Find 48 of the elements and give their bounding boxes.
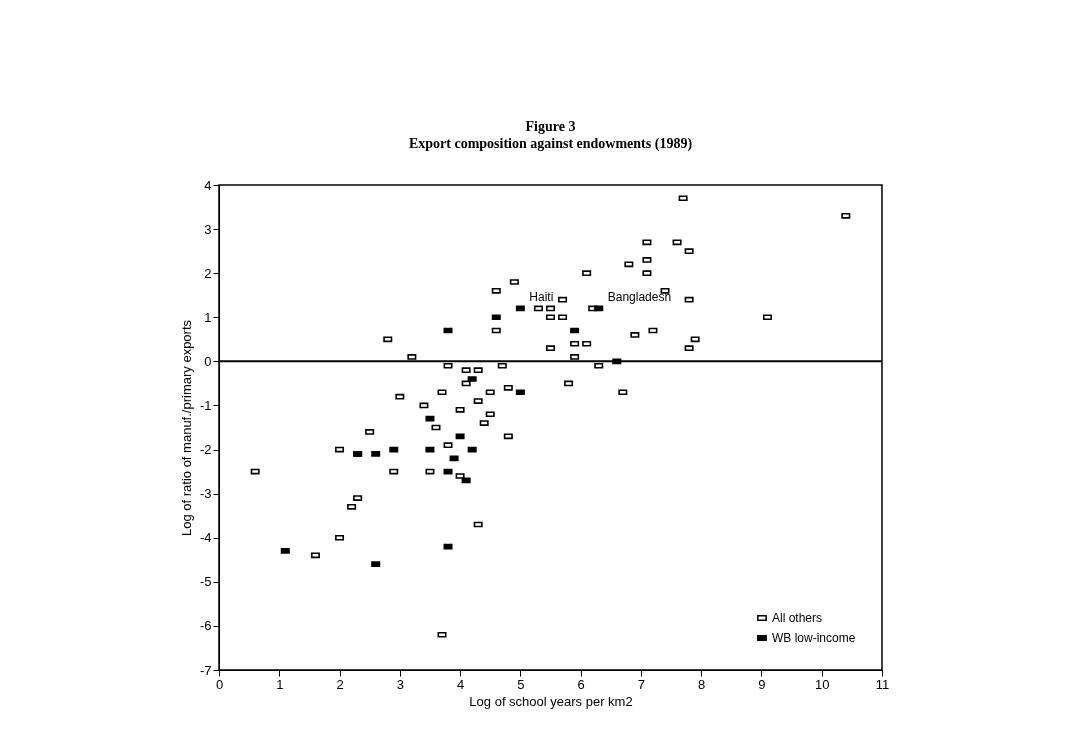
chart-subtitle: Export composition against endowments (1989) bbox=[408, 136, 693, 152]
y-tick-label: 0 bbox=[204, 353, 212, 369]
x-tick-label: 1 bbox=[276, 676, 284, 692]
y-tick-label: 3 bbox=[204, 221, 212, 237]
x-axis-title: Log of school years per km2 bbox=[469, 693, 633, 709]
x-tick-label: 11 bbox=[875, 676, 890, 692]
annotation: Bangladesh bbox=[607, 290, 672, 305]
point bbox=[443, 327, 453, 334]
point bbox=[389, 446, 399, 453]
legend-label: All others bbox=[772, 611, 823, 625]
point bbox=[594, 305, 604, 312]
y-tick-label: 1 bbox=[204, 309, 212, 325]
point bbox=[461, 477, 471, 484]
x-tick-label: 3 bbox=[396, 676, 404, 692]
y-tick-label: 2 bbox=[204, 265, 212, 281]
annotation: Haiti bbox=[529, 290, 554, 305]
y-tick-label: 4 bbox=[204, 177, 212, 193]
chart-title: Figure 3 bbox=[525, 119, 576, 134]
x-tick-label: 10 bbox=[814, 676, 830, 692]
y-tick-label: -5 bbox=[199, 574, 212, 590]
legend-label: WB low-income bbox=[772, 631, 856, 645]
x-tick-label: 7 bbox=[637, 676, 646, 692]
point bbox=[443, 543, 453, 550]
x-tick-label: 4 bbox=[456, 676, 465, 692]
point bbox=[443, 468, 453, 475]
x-tick-label: 6 bbox=[577, 676, 585, 692]
y-tick-label: -3 bbox=[199, 486, 212, 502]
x-tick-label: 9 bbox=[758, 676, 766, 692]
point bbox=[449, 455, 459, 462]
point bbox=[491, 314, 501, 321]
point bbox=[425, 415, 435, 422]
y-tick-label: -1 bbox=[199, 397, 212, 413]
point bbox=[515, 305, 525, 312]
point bbox=[455, 433, 465, 440]
point bbox=[467, 446, 477, 453]
y-tick-label: -7 bbox=[199, 662, 212, 678]
x-tick-label: 8 bbox=[698, 676, 706, 692]
point bbox=[371, 561, 381, 568]
x-tick-label: 5 bbox=[517, 676, 525, 692]
point bbox=[425, 446, 435, 453]
x-tick-label: 0 bbox=[215, 676, 224, 692]
y-axis-title: Log of ratio of manuf./primary exports bbox=[178, 319, 194, 537]
y-tick-label: -2 bbox=[199, 442, 212, 458]
y-tick-label: -4 bbox=[199, 530, 212, 546]
x-tick-label: 2 bbox=[336, 676, 344, 692]
y-tick-label: -6 bbox=[199, 618, 212, 634]
point bbox=[570, 327, 580, 334]
point bbox=[515, 389, 525, 396]
